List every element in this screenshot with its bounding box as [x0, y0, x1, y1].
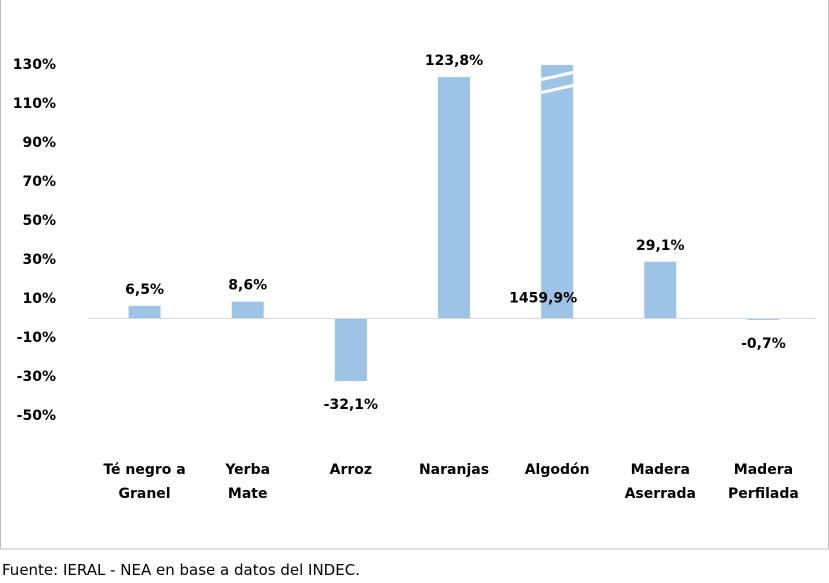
x-tick-label: Yerba Mate: [225, 462, 271, 502]
bars: [128, 65, 780, 382]
bar: [644, 261, 677, 319]
value-label: 29,1%: [636, 238, 685, 254]
y-tick-label: 70%: [22, 174, 56, 190]
bar: [541, 65, 574, 319]
bar: [128, 305, 161, 319]
y-tick-label: -50%: [17, 408, 56, 424]
y-tick-label: -30%: [17, 369, 56, 385]
y-tick-label: 10%: [22, 291, 56, 307]
bar: [747, 318, 780, 320]
x-tick-label: Madera Perfilada: [728, 462, 799, 502]
x-tick-label: Té negro a Granel: [103, 462, 186, 502]
value-label: -32,1%: [324, 397, 378, 413]
y-tick-label: -10%: [17, 330, 56, 346]
value-label: 8,6%: [228, 278, 267, 294]
y-tick-label: 30%: [22, 252, 56, 268]
y-tick-label: 130%: [13, 57, 56, 73]
value-label: 123,8%: [425, 53, 483, 69]
y-tick-label: 90%: [22, 135, 56, 151]
x-tick-label: Algodón: [524, 462, 590, 478]
x-tick-label: Arroz: [329, 462, 373, 478]
bar: [438, 77, 470, 319]
source: Fuente: IERAL - NEA en base a datos del …: [2, 561, 360, 579]
bar: [231, 301, 264, 319]
x-tick-label: Naranjas: [418, 462, 490, 478]
axis-break: [538, 83, 576, 95]
x-tick-label: Madera Aserrada: [624, 462, 696, 502]
y-tick-label: 110%: [13, 96, 56, 112]
y-tick-label: 50%: [22, 213, 56, 229]
value-label: 1459,9%: [509, 291, 577, 307]
value-label: 6,5%: [125, 282, 164, 298]
bar: [334, 318, 367, 382]
value-label: -0,7%: [741, 336, 786, 352]
axis-break: [538, 70, 576, 82]
